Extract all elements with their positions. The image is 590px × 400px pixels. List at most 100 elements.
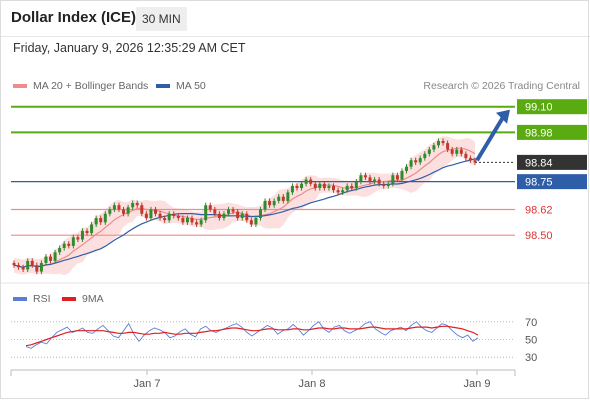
candle-body: [300, 183, 304, 189]
level-label-box: [517, 174, 587, 190]
candle-body: [373, 179, 377, 182]
rsi-ma-line: [25, 325, 479, 347]
candle-body: [377, 179, 381, 184]
candle-body: [350, 185, 354, 189]
level-resistance-1: 98.98: [11, 124, 587, 140]
candle-body: [185, 218, 189, 223]
level-support-4: 98.62: [11, 204, 553, 216]
level-label: 98.50: [525, 230, 553, 242]
candle-body: [304, 179, 308, 184]
candle-body: [254, 218, 258, 225]
candle-body: [459, 149, 463, 154]
candle-body: [245, 213, 249, 221]
candle-body: [382, 183, 386, 186]
candle-body: [181, 218, 185, 223]
ma20-swatch: [13, 84, 27, 88]
forecast-arrow: [475, 109, 510, 162]
candle-body: [112, 205, 116, 210]
candle-body: [436, 140, 440, 146]
candle-body: [327, 185, 331, 189]
candle-body: [167, 213, 171, 221]
candle-body: [418, 158, 422, 163]
level-label: 98.98: [525, 127, 553, 139]
candles: [12, 138, 477, 275]
arrow-head: [496, 109, 510, 124]
candle-body: [53, 252, 57, 261]
level-label: 98.84: [525, 157, 553, 169]
legend-ma20: MA 20 + Bollinger Bands: [13, 80, 148, 92]
candle-body: [368, 177, 372, 182]
candle-body: [468, 158, 472, 161]
candle-body: [176, 215, 180, 219]
credit-text: Research © 2026 Trading Central: [423, 80, 580, 92]
candle-body: [249, 220, 253, 225]
candle-body: [231, 209, 235, 212]
legend-ma50-label: MA 50: [176, 80, 206, 92]
candle-body: [450, 149, 454, 154]
legend-rsi-label: RSI: [33, 293, 51, 305]
arrow-shaft: [475, 114, 506, 162]
candle-body: [35, 265, 39, 272]
legend-rsi-ma: 9MA: [62, 293, 104, 305]
candle-body: [354, 181, 358, 189]
rsi-tick-label: 50: [525, 335, 537, 347]
chart-header: Dollar Index (ICE) 30 MIN: [0, 0, 590, 37]
candle-body: [405, 166, 409, 171]
candle-body: [122, 209, 126, 214]
ma20-line: [13, 147, 476, 268]
level-label: 99.10: [525, 102, 553, 114]
candle-body: [71, 237, 75, 246]
candle-body: [67, 243, 71, 246]
x-tick-label: Jan 8: [299, 378, 326, 390]
candle-body: [240, 213, 244, 219]
level-pivot-3: 98.75: [11, 174, 587, 190]
candle-body: [131, 203, 135, 208]
candle-body: [332, 185, 336, 191]
level-label: 98.62: [525, 204, 553, 216]
candle-body: [290, 185, 294, 193]
rsi-line: [25, 321, 479, 349]
rsi-tick-label: 70: [525, 317, 537, 329]
timeframe-badge[interactable]: 30 MIN: [136, 7, 187, 31]
candle-body: [12, 263, 16, 266]
candle-body: [21, 267, 25, 270]
rsi-tick-label: 30: [525, 352, 537, 364]
candle-body: [227, 209, 231, 214]
candle-body: [263, 200, 267, 210]
candle-body: [423, 153, 427, 159]
candle-body: [163, 218, 167, 221]
candle-body: [286, 192, 290, 201]
candle-body: [44, 256, 48, 264]
legend-ma20-label: MA 20 + Bollinger Bands: [33, 80, 149, 92]
candle-body: [414, 160, 418, 163]
candle-body: [90, 224, 94, 234]
ma50-line: [13, 158, 476, 268]
candle-body: [295, 185, 299, 189]
candle-body: [446, 143, 450, 150]
candle-body: [85, 230, 89, 234]
ma50-swatch: [156, 84, 170, 88]
candle-body: [409, 160, 413, 167]
level-resistance-0: 99.10: [11, 99, 587, 115]
candle-body: [149, 209, 153, 219]
candle-body: [199, 220, 203, 225]
legend-rsi-ma-label: 9MA: [82, 293, 104, 305]
candle-body: [135, 203, 139, 206]
candle-body: [49, 256, 53, 261]
candle-body: [144, 213, 148, 219]
level-last-2: 98.84: [475, 154, 587, 170]
candle-body: [208, 205, 212, 210]
candle-body: [204, 205, 208, 221]
candle-body: [395, 175, 399, 180]
candle-body: [80, 230, 84, 240]
candle-body: [140, 205, 144, 214]
candle-body: [76, 237, 80, 240]
candle-body: [473, 160, 477, 163]
candle-body: [30, 260, 34, 266]
candle-body: [268, 200, 272, 206]
candle-body: [99, 218, 103, 223]
candle-body: [391, 175, 395, 184]
candle-body: [58, 248, 62, 253]
candle-body: [213, 209, 217, 214]
